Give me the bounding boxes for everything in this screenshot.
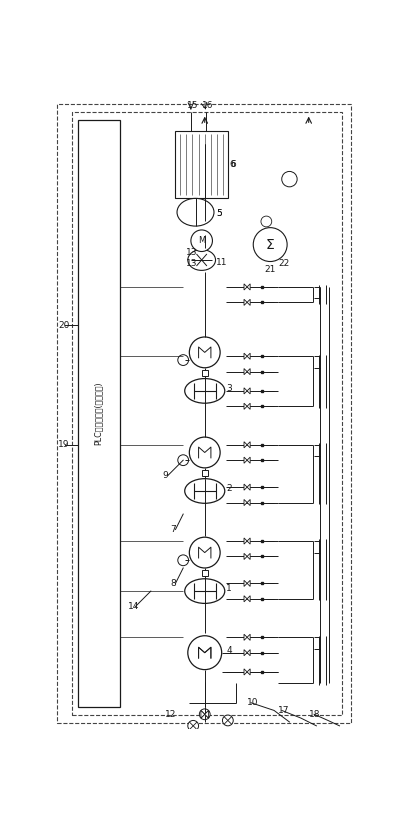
Ellipse shape [177, 198, 214, 226]
Polygon shape [244, 500, 247, 505]
Circle shape [189, 437, 220, 468]
Text: M: M [198, 236, 205, 245]
Text: 14: 14 [128, 602, 139, 611]
Text: 13: 13 [185, 260, 197, 269]
Text: 9: 9 [162, 471, 168, 480]
Polygon shape [244, 538, 247, 544]
Text: Σ: Σ [266, 238, 275, 251]
Text: 13: 13 [185, 248, 197, 257]
Text: 3: 3 [226, 384, 232, 393]
Text: 6: 6 [229, 160, 235, 169]
Polygon shape [244, 669, 247, 675]
Circle shape [253, 228, 287, 261]
Polygon shape [247, 284, 250, 290]
Text: 22: 22 [278, 260, 289, 269]
Polygon shape [244, 457, 247, 464]
Circle shape [199, 709, 210, 720]
Text: 5: 5 [216, 210, 222, 219]
Polygon shape [244, 369, 247, 375]
Polygon shape [247, 484, 250, 491]
Polygon shape [247, 649, 250, 656]
Text: 7: 7 [170, 525, 176, 534]
Text: PLC电气控制柜(监控画面): PLC电气控制柜(监控画面) [94, 382, 103, 445]
Polygon shape [244, 554, 247, 559]
Text: 11: 11 [216, 258, 228, 267]
Polygon shape [247, 403, 250, 410]
Polygon shape [244, 581, 247, 586]
Circle shape [282, 171, 297, 187]
Bar [202, 570, 208, 577]
Polygon shape [247, 299, 250, 305]
Polygon shape [247, 669, 250, 675]
Polygon shape [244, 649, 247, 656]
Bar [176, 130, 228, 198]
Circle shape [189, 537, 220, 568]
Circle shape [188, 721, 199, 731]
Text: 17: 17 [278, 706, 289, 715]
Polygon shape [244, 595, 247, 602]
Ellipse shape [185, 478, 225, 504]
Text: 5: 5 [216, 210, 222, 219]
Text: 19: 19 [59, 441, 70, 450]
Circle shape [188, 636, 222, 670]
Polygon shape [247, 500, 250, 505]
Text: 6: 6 [230, 160, 236, 169]
Text: 2: 2 [226, 484, 232, 493]
Bar [72, 112, 342, 715]
Bar [78, 120, 120, 708]
Text: 18: 18 [309, 710, 320, 719]
Bar [202, 370, 208, 376]
Bar [202, 470, 208, 477]
Text: 20: 20 [59, 321, 70, 330]
Circle shape [261, 216, 272, 227]
Polygon shape [201, 710, 205, 718]
Polygon shape [244, 388, 247, 394]
Circle shape [189, 637, 220, 668]
Polygon shape [247, 369, 250, 375]
Polygon shape [247, 388, 250, 394]
Polygon shape [244, 484, 247, 491]
Ellipse shape [185, 579, 225, 604]
Polygon shape [247, 538, 250, 544]
Circle shape [189, 337, 220, 368]
Circle shape [178, 455, 189, 465]
Polygon shape [244, 299, 247, 305]
Text: 16: 16 [203, 102, 214, 111]
Text: 4: 4 [226, 646, 232, 655]
Circle shape [191, 230, 213, 251]
Polygon shape [244, 403, 247, 410]
Ellipse shape [188, 250, 216, 270]
Circle shape [222, 715, 233, 726]
Polygon shape [247, 441, 250, 448]
Polygon shape [247, 634, 250, 640]
Polygon shape [244, 284, 247, 290]
Text: 12: 12 [165, 710, 176, 719]
Polygon shape [244, 353, 247, 360]
Polygon shape [247, 581, 250, 586]
Polygon shape [247, 457, 250, 464]
Ellipse shape [185, 378, 225, 403]
Polygon shape [244, 634, 247, 640]
Text: 10: 10 [247, 699, 259, 708]
Polygon shape [244, 441, 247, 448]
Circle shape [178, 555, 189, 566]
Circle shape [178, 355, 189, 365]
Text: 1: 1 [226, 584, 232, 593]
Polygon shape [247, 554, 250, 559]
Text: 15: 15 [187, 102, 199, 111]
Text: 21: 21 [264, 265, 275, 274]
Polygon shape [205, 710, 209, 718]
Text: 8: 8 [170, 579, 176, 588]
Polygon shape [247, 595, 250, 602]
Polygon shape [247, 353, 250, 360]
